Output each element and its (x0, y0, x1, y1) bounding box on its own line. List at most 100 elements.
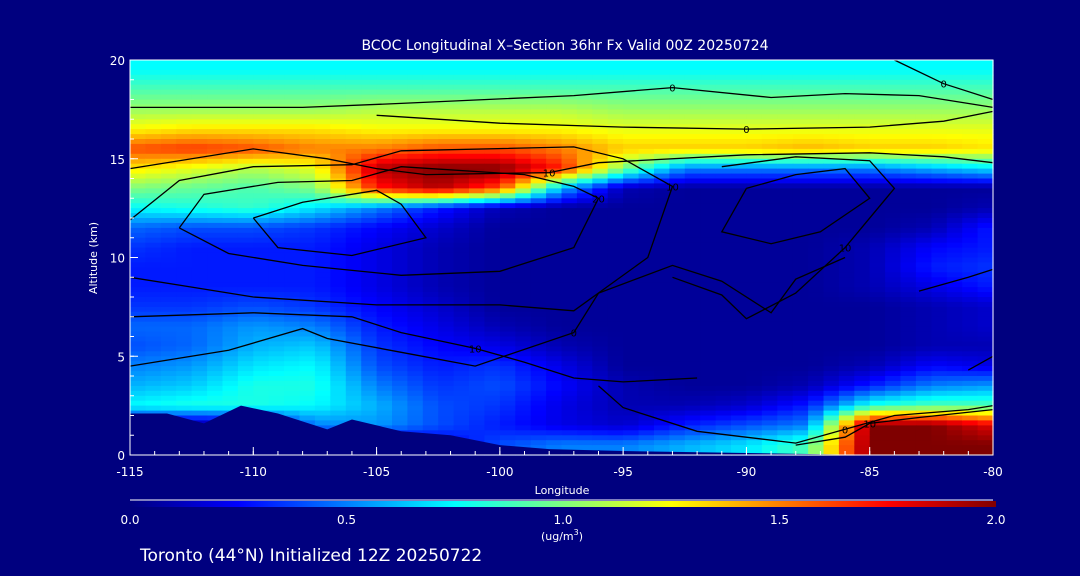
heatmap-cell (530, 134, 547, 140)
heatmap-cell (854, 232, 871, 239)
heatmap-cell (900, 198, 917, 204)
heatmap-cell (407, 218, 424, 224)
heatmap-cell (946, 193, 963, 199)
heatmap-cell (607, 247, 624, 254)
heatmap-cell (392, 292, 408, 298)
heatmap-cell (176, 351, 193, 357)
heatmap-cell (885, 232, 902, 239)
heatmap-cell (253, 109, 270, 115)
heatmap-cell (854, 356, 871, 362)
heatmap-cell (499, 321, 516, 328)
heatmap-cell (854, 272, 871, 278)
heatmap-cell (392, 366, 408, 372)
heatmap-cell (361, 74, 378, 81)
heatmap-cell (361, 218, 378, 224)
heatmap-cell (607, 361, 624, 367)
heatmap-cell (838, 395, 855, 402)
heatmap-cell (700, 124, 717, 130)
heatmap-cell (576, 366, 593, 372)
heatmap-cell (654, 94, 670, 101)
heatmap-cell (253, 242, 270, 249)
heatmap-cell (962, 134, 979, 140)
heatmap-cell (392, 316, 408, 323)
contour-line (720, 167, 871, 245)
heatmap-cell (191, 297, 208, 303)
heatmap-cell (299, 356, 316, 362)
heatmap-cell (777, 193, 794, 199)
contour-label: 10 (543, 169, 556, 180)
heatmap-cell (422, 119, 439, 125)
heatmap-cell (731, 158, 747, 165)
heatmap-cell (946, 257, 963, 263)
heatmap-cell (823, 173, 840, 180)
heatmap-cell (191, 405, 208, 412)
heatmap-cell (222, 390, 239, 397)
heatmap-cell (977, 351, 994, 357)
heatmap-cell (361, 153, 378, 160)
heatmap-cell (222, 193, 239, 199)
heatmap-cell (823, 89, 840, 96)
heatmap-cell (407, 390, 424, 397)
heatmap-cell (499, 178, 516, 184)
heatmap-cell (392, 183, 408, 189)
heatmap-cell (314, 316, 331, 323)
heatmap-cell (130, 168, 146, 175)
heatmap-cell (946, 114, 963, 120)
heatmap-cell (330, 134, 347, 140)
heatmap-cell (453, 425, 470, 431)
heatmap-cell (484, 385, 501, 392)
heatmap-cell (130, 153, 146, 160)
heatmap-cell (299, 351, 316, 357)
heatmap-cell (345, 104, 362, 110)
heatmap-cell (638, 237, 655, 244)
heatmap-cell (145, 232, 162, 239)
heatmap-cell (669, 321, 686, 328)
heatmap-cell (684, 301, 701, 308)
heatmap-cell (946, 198, 963, 204)
heatmap-cell (654, 306, 670, 313)
heatmap-cell (407, 356, 424, 362)
heatmap-cell (885, 104, 902, 110)
heatmap-cell (869, 321, 886, 328)
heatmap-cell (530, 425, 547, 431)
heatmap-cell (761, 69, 778, 76)
heatmap-cell (330, 321, 347, 328)
heatmap-cell (792, 79, 809, 86)
heatmap-cell (561, 99, 578, 105)
heatmap-cell (761, 188, 778, 194)
heatmap-cell (191, 208, 208, 214)
heatmap-cell (191, 183, 208, 189)
heatmap-cell (145, 237, 162, 244)
heatmap-cell (438, 173, 455, 180)
heatmap-cell (530, 79, 547, 86)
heatmap-cell (654, 430, 670, 436)
heatmap-cell (561, 390, 578, 397)
heatmap-cell (684, 99, 701, 105)
heatmap-cell (130, 129, 146, 135)
heatmap-cell (515, 198, 532, 204)
heatmap-cell (438, 326, 455, 333)
heatmap-cell (392, 69, 408, 76)
heatmap-cell (946, 415, 963, 421)
heatmap-cell (453, 376, 470, 382)
heatmap-cell (176, 366, 193, 372)
heatmap-cell (207, 134, 224, 140)
heatmap-cell (777, 203, 794, 209)
heatmap-cell (654, 64, 670, 71)
heatmap-cell (130, 385, 146, 392)
heatmap-cell (191, 336, 208, 342)
heatmap-cell (761, 282, 778, 288)
heatmap-cell (792, 321, 809, 328)
heatmap-cell (546, 445, 563, 451)
heatmap-cell (515, 232, 532, 239)
heatmap-cell (392, 89, 408, 96)
heatmap-cell (330, 371, 347, 377)
heatmap-cell (392, 282, 408, 288)
heatmap-cell (130, 60, 146, 66)
heatmap-cell (176, 247, 193, 254)
heatmap-cell (931, 134, 948, 140)
heatmap-cell (885, 395, 902, 402)
heatmap-cell (838, 306, 855, 313)
heatmap-cell (592, 153, 609, 160)
heatmap-cell (761, 109, 778, 115)
